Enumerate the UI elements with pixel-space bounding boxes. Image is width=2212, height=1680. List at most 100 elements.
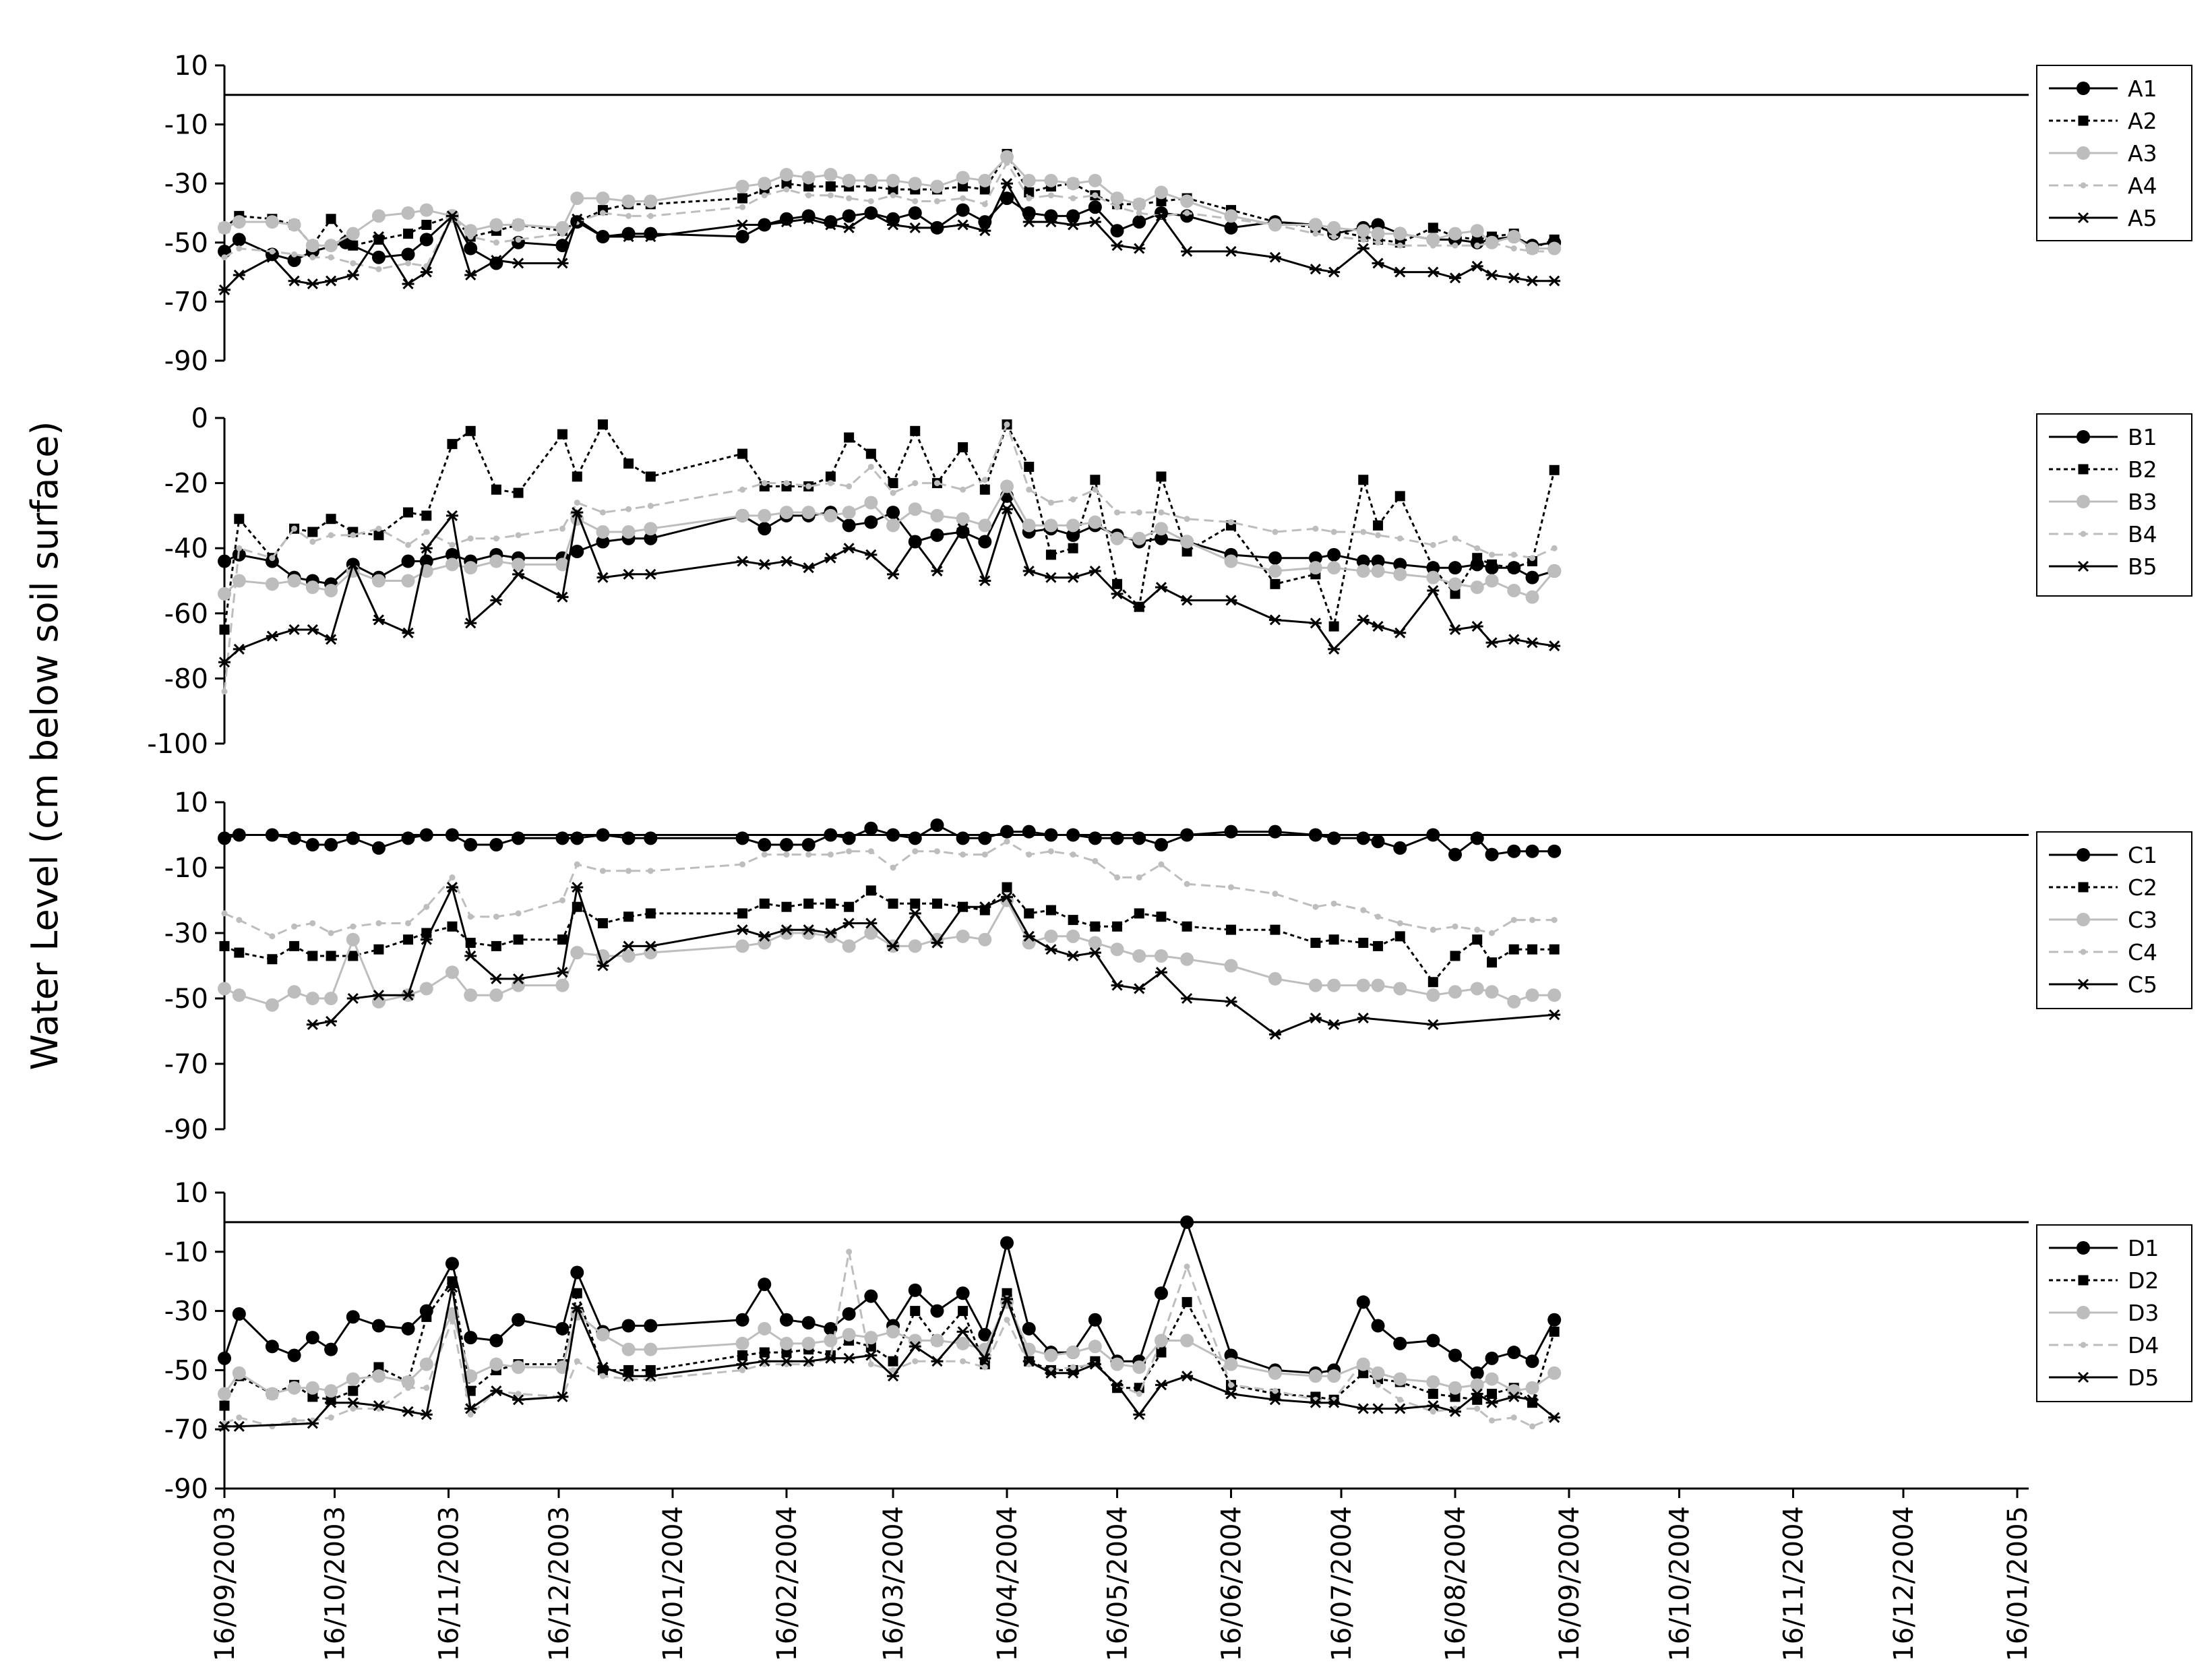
data-point bbox=[621, 831, 636, 845]
data-point bbox=[1526, 275, 1539, 287]
data-point bbox=[886, 518, 900, 533]
data-point bbox=[467, 913, 474, 920]
y-tick-label: -10 bbox=[164, 853, 208, 884]
data-point bbox=[956, 901, 969, 913]
data-point bbox=[1088, 831, 1102, 845]
data-point bbox=[265, 577, 279, 591]
data-point bbox=[1375, 532, 1382, 539]
data-point bbox=[825, 181, 836, 192]
data-point bbox=[218, 587, 231, 601]
data-point bbox=[1551, 917, 1558, 924]
data-point bbox=[515, 532, 522, 539]
data-point bbox=[931, 222, 944, 233]
data-point bbox=[739, 486, 746, 493]
series-line-C4 bbox=[224, 840, 1555, 938]
data-point bbox=[1371, 1366, 1385, 1380]
data-point bbox=[1154, 185, 1168, 200]
data-point bbox=[801, 171, 816, 185]
y-tick-label: -90 bbox=[164, 346, 208, 377]
data-point bbox=[908, 502, 922, 516]
data-point bbox=[1110, 191, 1124, 206]
data-point bbox=[1312, 525, 1319, 532]
data-point bbox=[621, 227, 636, 241]
data-point bbox=[1525, 1381, 1539, 1395]
data-point bbox=[403, 229, 414, 239]
y-tick-label: -30 bbox=[164, 1296, 208, 1327]
series-C3 bbox=[218, 893, 1562, 1012]
data-point bbox=[464, 1403, 477, 1414]
data-point bbox=[758, 1321, 772, 1336]
data-point bbox=[1268, 551, 1282, 565]
data-point bbox=[1471, 1388, 1483, 1400]
data-point bbox=[287, 831, 301, 845]
data-point bbox=[1001, 1293, 1014, 1305]
legend-D: D1 D2 D3 D4 D5 bbox=[2036, 1224, 2192, 1402]
data-point bbox=[625, 212, 632, 219]
data-point bbox=[1092, 858, 1099, 864]
legend-entry-A5: A5 bbox=[2049, 205, 2157, 231]
data-point bbox=[1393, 1336, 1407, 1350]
data-point bbox=[1525, 570, 1539, 584]
data-point bbox=[1427, 1019, 1440, 1030]
data-point bbox=[307, 951, 318, 961]
legend-entry-A4: A4 bbox=[2049, 173, 2157, 199]
data-point bbox=[1430, 541, 1436, 548]
panel-D: 10 -10 -30 -50 -70 -90 D1 D2 D3 D4 D5 bbox=[164, 1178, 2192, 1505]
data-point bbox=[1526, 1394, 1539, 1406]
data-point bbox=[1004, 160, 1010, 167]
data-point bbox=[886, 173, 900, 187]
series-A4 bbox=[221, 160, 1558, 272]
data-point bbox=[1330, 900, 1337, 907]
data-point bbox=[372, 1400, 385, 1412]
data-point bbox=[1180, 1215, 1194, 1229]
data-point bbox=[401, 831, 415, 845]
data-point bbox=[218, 1420, 231, 1432]
data-point bbox=[1485, 637, 1498, 649]
y-tick-label: -80 bbox=[164, 663, 208, 694]
legend-entry-B3: B3 bbox=[2049, 489, 2157, 515]
data-point bbox=[1507, 844, 1521, 858]
data-point bbox=[1448, 1348, 1463, 1362]
data-point bbox=[1358, 1368, 1369, 1379]
y-tick-label: -50 bbox=[164, 1355, 208, 1386]
data-point bbox=[1470, 1366, 1484, 1380]
data-point bbox=[1508, 634, 1520, 645]
data-point bbox=[467, 233, 474, 240]
data-point bbox=[1328, 266, 1341, 278]
data-point bbox=[265, 1340, 279, 1354]
data-point bbox=[1090, 921, 1101, 932]
legend-marker bbox=[2080, 949, 2087, 955]
data-point bbox=[1371, 564, 1385, 578]
legend-label: B4 bbox=[2128, 521, 2157, 547]
data-point bbox=[842, 1352, 855, 1364]
data-point bbox=[978, 173, 992, 187]
legend-entry-A1: A1 bbox=[2049, 76, 2157, 102]
data-point bbox=[423, 903, 430, 910]
data-point bbox=[1448, 985, 1463, 999]
data-point bbox=[867, 463, 874, 470]
legend-entry-C2: C2 bbox=[2049, 874, 2157, 901]
data-point bbox=[445, 547, 459, 562]
data-point bbox=[1272, 1387, 1279, 1394]
data-point bbox=[373, 1362, 384, 1373]
data-point bbox=[1430, 1408, 1436, 1415]
data-point bbox=[326, 214, 336, 224]
data-point bbox=[1181, 546, 1192, 557]
data-point bbox=[803, 181, 814, 192]
data-point bbox=[405, 1385, 412, 1391]
legend-label: B3 bbox=[2128, 489, 2157, 515]
data-point bbox=[1548, 640, 1561, 652]
data-point bbox=[1448, 1381, 1463, 1395]
data-point bbox=[644, 946, 658, 960]
data-point bbox=[221, 910, 228, 917]
data-point bbox=[1529, 248, 1535, 255]
x-tick-label: 16/03/2004 bbox=[878, 1506, 909, 1662]
data-point bbox=[644, 227, 658, 241]
data-point bbox=[1133, 1409, 1146, 1420]
data-point bbox=[960, 1358, 966, 1364]
data-point bbox=[1448, 847, 1463, 862]
data-point bbox=[328, 532, 334, 539]
data-point bbox=[1427, 562, 1438, 573]
data-point bbox=[1547, 988, 1562, 1002]
data-point bbox=[621, 525, 636, 539]
